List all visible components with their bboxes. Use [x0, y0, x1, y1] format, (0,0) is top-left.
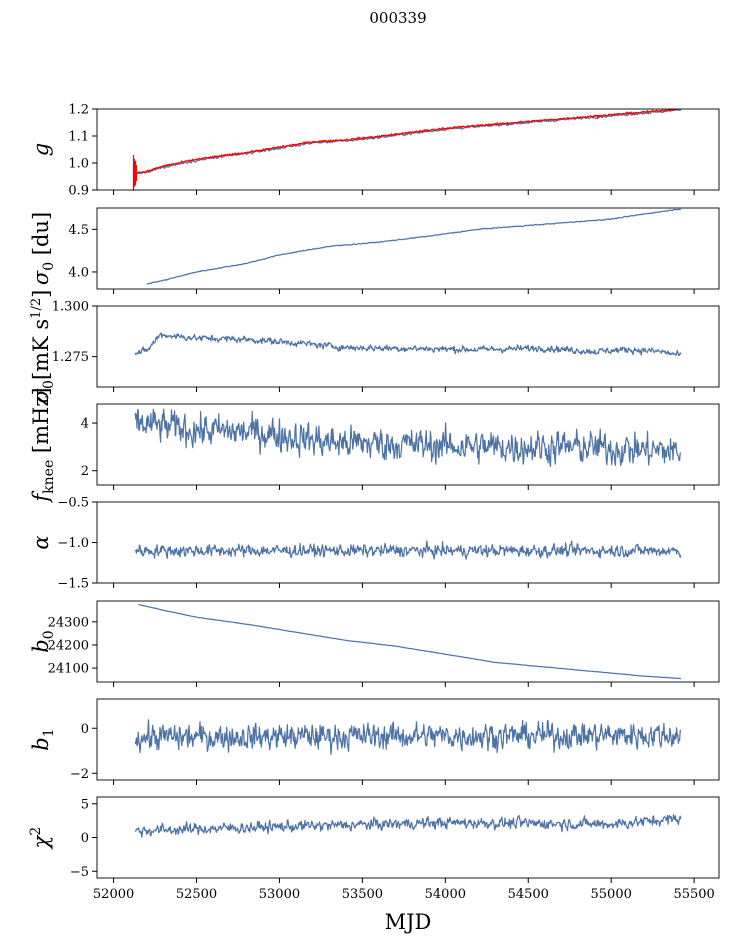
series-line-panel-3 — [134, 332, 682, 357]
x-tick-label: 53500 — [342, 887, 383, 902]
y-axis-label-panel-2: σ0 [du] — [29, 212, 57, 285]
series-line-panel-1 — [133, 109, 682, 176]
y-axis-label-panel-5: α — [29, 535, 53, 549]
series-line-panel-7 — [134, 719, 682, 756]
panels-group: 0.9 1.0 1.1 1.2 g 4.0 4.5 σ0 [du] 1.275 1.300σ0[m… — [28, 103, 720, 902]
figure-title: 000339 — [369, 9, 426, 27]
y-tick-label: −0.5 — [57, 496, 89, 511]
x-tick-label: 55500 — [673, 887, 714, 902]
y-tick-label: 0.9 — [68, 184, 89, 199]
y-axis-label-panel-3: σ0[mK s1/2] — [29, 290, 57, 404]
y-tick-label: 4 — [81, 417, 89, 432]
y-tick-label: 1.275 — [52, 350, 89, 365]
series-line-panel-8 — [135, 813, 682, 838]
panel-8: −5 0 5 52000 52500 53000 53500 54000 54500 55000 5… — [28, 796, 720, 902]
y-tick-label: 0 — [81, 831, 89, 846]
y-tick-label: 1.2 — [68, 103, 89, 118]
x-tick-label: 54000 — [425, 887, 466, 902]
y-axis-label-panel-7: b1 — [29, 728, 57, 750]
panel-1: 0.9 1.0 1.1 1.2 g — [29, 103, 720, 199]
y-tick-label: −2 — [70, 767, 89, 782]
y-tick-label: −1.0 — [57, 536, 89, 551]
x-tick-label: 55000 — [591, 887, 632, 902]
y-tick-label: 1.300 — [52, 300, 89, 315]
y-tick-label: 24200 — [48, 638, 89, 653]
y-axis-label-panel-8: χ2 — [28, 827, 53, 851]
y-tick-label: 2 — [81, 464, 89, 479]
y-tick-label: −5 — [70, 865, 89, 880]
x-axis-label: MJD — [385, 910, 432, 934]
series-line-panel-6 — [138, 603, 682, 680]
y-axis-label-panel-4: fknee [mHz] — [29, 387, 57, 503]
panel-7: −2 0 b1 — [29, 698, 720, 785]
x-tick-label: 52500 — [176, 887, 217, 902]
x-tick-label: 52000 — [93, 887, 134, 902]
y-tick-label: 0 — [81, 722, 89, 737]
y-tick-label: 24300 — [48, 615, 89, 630]
panel-frame — [96, 501, 720, 584]
panel-2: 4.0 4.5 σ0 [du] — [29, 207, 720, 294]
panel-frame — [96, 600, 720, 683]
panel-frame — [96, 305, 720, 388]
panel-frame — [96, 796, 720, 879]
y-tick-label: 1.1 — [68, 130, 89, 145]
y-tick-label: 4.5 — [68, 223, 89, 238]
y-axis-label-panel-6: b0 — [29, 630, 57, 652]
red-overlay-line — [132, 109, 681, 175]
y-tick-label: 4.0 — [68, 265, 89, 280]
panel-frame — [96, 403, 720, 486]
series-line-panel-5 — [134, 540, 682, 560]
x-tick-label: 53000 — [259, 887, 300, 902]
panel-4: 2 4 fknee [mHz] — [29, 387, 720, 504]
y-axis-label-panel-1: g — [29, 143, 53, 156]
y-tick-label: 5 — [81, 797, 89, 812]
series-line-panel-4 — [134, 408, 682, 468]
y-tick-label: 24100 — [48, 662, 89, 677]
series-line-panel-2 — [146, 208, 681, 285]
y-tick-label: −1.5 — [57, 577, 89, 592]
x-tick-label: 54500 — [508, 887, 549, 902]
panel-frame — [96, 698, 720, 781]
panel-frame — [96, 207, 720, 290]
panel-frame — [96, 108, 720, 191]
panel-5: −1.5 −1.0 −0.5 α — [29, 496, 720, 592]
y-tick-label: 1.0 — [68, 157, 89, 172]
